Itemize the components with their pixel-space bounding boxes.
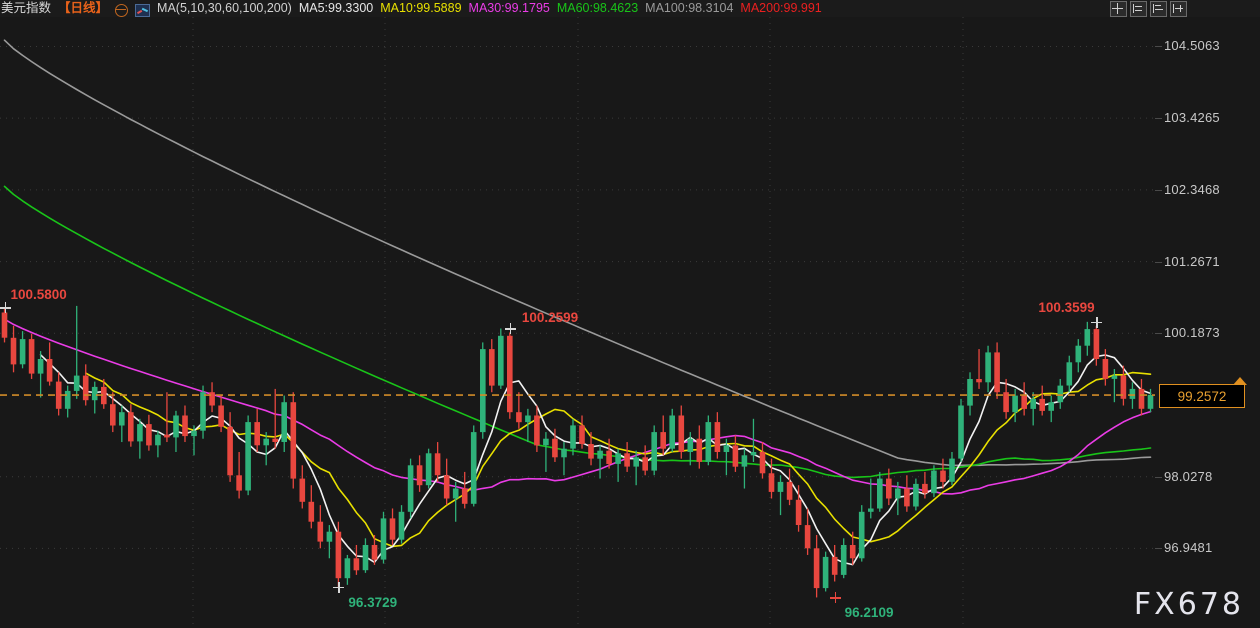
axis-tick [1155,476,1162,478]
axis-label: 103.4265 [1164,110,1220,126]
ma30-value: MA30:99.1795 [468,1,550,15]
ma100-value: MA100:98.3104 [645,1,734,15]
axis-label: 101.2671 [1164,253,1220,269]
annotation-crosshair [504,323,516,335]
swing-high-right: 100.3599 [1038,299,1095,315]
axis-tick [1155,548,1162,550]
candlestick-svg [0,17,1155,628]
align-right-tool-icon[interactable] [1150,1,1167,17]
current-price-badge[interactable]: 99.2572 [1159,384,1245,409]
axis-label: 104.5063 [1164,38,1220,54]
symbol-name[interactable]: 美元指数 [1,1,52,15]
swing-low-left: 96.3729 [348,594,398,610]
minus-circle-icon[interactable] [115,4,129,17]
chart-icon[interactable] [135,4,151,17]
ma60-value: MA60:98.4623 [556,1,639,15]
chart-toolbar [1110,1,1187,17]
ma200-value: MA200:99.991 [740,1,822,15]
axis-label: 96.9481 [1164,540,1213,556]
axis-tick [1155,189,1162,191]
axis-tick [1155,118,1162,120]
current-price-arrow [1233,377,1247,386]
watermark: FX678 [1133,587,1244,622]
swing-high-left: 100.5800 [10,287,67,303]
axis-label: 98.0278 [1164,468,1213,484]
ma10-value: MA10:99.5889 [380,1,462,15]
annotation-crosshair [1091,316,1103,328]
price-axis[interactable]: 104.5063 103.4265 102.3468 101.2671 100.1873… [1155,17,1260,628]
annotation-crosshair [829,592,841,604]
indicator-label[interactable]: MA(5,10,30,60,100,200) [157,1,292,15]
exit-tool-icon[interactable] [1170,1,1187,17]
axis-tick [1155,261,1162,263]
axis-tick [1155,46,1162,48]
align-left-tool-icon[interactable] [1130,1,1147,17]
chart-header: 美元指数 【日线】 MA(5,10,30,60,100,200) MA5:99.… [0,0,1260,17]
annotation-crosshair [333,581,345,593]
swing-high-mid: 100.2599 [521,310,579,326]
axis-label: 102.3468 [1164,181,1220,197]
swing-low-right: 96.2109 [844,605,894,621]
crosshair-tool-icon[interactable] [1110,1,1127,17]
ma5-value: MA5:99.3300 [298,1,374,15]
axis-tick [1155,333,1162,335]
annotation-crosshair [0,302,11,314]
period-label[interactable]: 【日线】 [58,1,109,15]
price-chart-plot[interactable] [0,17,1155,628]
axis-label: 100.1873 [1164,325,1220,341]
